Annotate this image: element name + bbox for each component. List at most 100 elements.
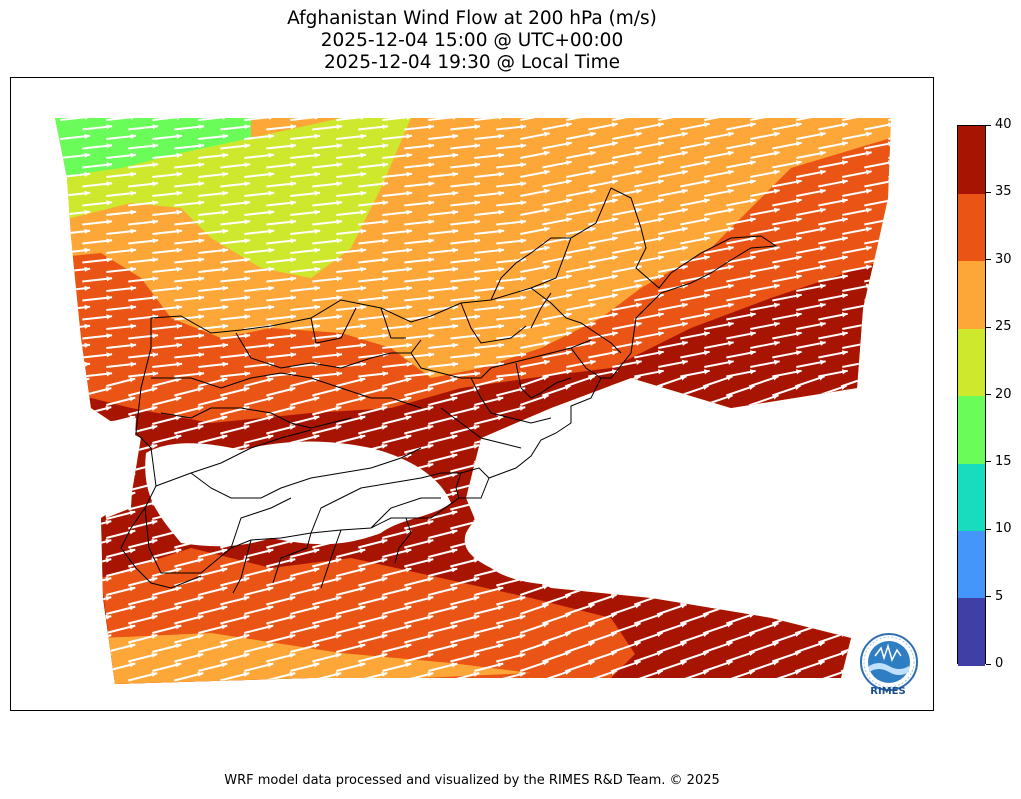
wind-vector-head <box>452 285 459 291</box>
wind-vector-head <box>197 652 204 658</box>
wind-vector <box>795 584 825 596</box>
wind-vector <box>887 489 891 501</box>
wind-vector-head <box>84 342 91 348</box>
wind-vector-head <box>610 594 617 599</box>
wind-vector-head <box>565 274 572 280</box>
wind-vector-head <box>657 179 664 185</box>
wind-vector <box>60 643 90 653</box>
wind-vector-head <box>452 247 459 253</box>
wind-vector-head <box>222 171 229 177</box>
wind-vector-head <box>452 266 459 272</box>
wind-vector <box>863 555 891 568</box>
wind-vector <box>863 536 891 549</box>
wind-vector-head <box>406 133 413 139</box>
wind-vector-head <box>428 181 435 187</box>
wind-vector-head <box>748 556 755 561</box>
wind-vector <box>703 432 733 444</box>
wind-vector-head <box>519 614 526 620</box>
wind-vector-head <box>865 245 872 251</box>
rimes-logo <box>860 633 918 691</box>
wind-vector-head <box>886 442 891 447</box>
wind-vector-head <box>268 190 275 196</box>
wind-vector-head <box>130 133 137 139</box>
wind-vector-head <box>381 538 388 544</box>
wind-vector-head <box>359 624 366 630</box>
wind-vector-head <box>636 113 642 118</box>
wind-vector-head <box>197 557 204 563</box>
wind-vector <box>795 565 825 577</box>
wind-vector-head <box>427 595 434 601</box>
wind-vector-head <box>290 200 297 206</box>
wind-vector-head <box>864 489 871 495</box>
wind-vector-head <box>681 188 688 194</box>
wind-vector <box>611 565 641 577</box>
wind-vector-head <box>656 404 663 409</box>
wind-vector-head <box>405 662 412 668</box>
wind-vector-head <box>105 386 112 392</box>
wind-vector-head <box>794 575 801 580</box>
wind-vector-head <box>681 359 688 365</box>
wind-vector <box>725 441 755 454</box>
wind-vector-head <box>451 567 458 573</box>
wind-vector-head <box>794 632 801 637</box>
wind-vector-head <box>314 304 321 310</box>
wind-vector-head <box>474 276 481 282</box>
wind-vector-head <box>452 118 459 120</box>
wind-vector <box>60 472 90 482</box>
wind-vector-head <box>152 352 159 358</box>
wind-vector-head <box>818 451 825 457</box>
wind-vector-head <box>198 238 205 244</box>
wind-vector-head <box>106 238 113 244</box>
wind-vector-head <box>498 209 505 215</box>
wind-vector-head <box>820 113 826 118</box>
wind-vector-head <box>106 257 113 263</box>
wind-vector-head <box>703 198 710 204</box>
wind-vector-head <box>382 181 389 187</box>
wind-vector <box>60 548 90 558</box>
wind-vector-head <box>197 633 204 639</box>
wind-speed-fill <box>55 118 891 684</box>
wind-vector-head <box>610 480 617 485</box>
wind-vector-head <box>933 404 934 409</box>
wind-vector-head <box>794 385 801 390</box>
wind-vector <box>910 333 934 339</box>
wind-vector-head <box>176 190 183 196</box>
wind-vector-head <box>497 586 504 592</box>
wind-vector-head <box>406 304 413 310</box>
colorbar-tick <box>986 191 991 193</box>
wind-vector <box>864 369 891 378</box>
wind-vector-head <box>267 548 274 554</box>
wind-vector-head <box>197 595 204 601</box>
wind-vector <box>749 565 779 577</box>
wind-vector <box>841 603 871 615</box>
wind-vector-head <box>175 643 182 649</box>
wind-vector-head <box>289 538 296 544</box>
wind-vector-head <box>313 643 320 649</box>
wind-vector-head <box>451 377 458 383</box>
wind-vector-head <box>795 236 802 242</box>
wind-vector-head <box>911 376 917 381</box>
wind-vector <box>910 257 934 263</box>
wind-vector-head <box>314 133 321 139</box>
wind-vector-head <box>656 575 663 580</box>
wind-vector <box>817 460 847 473</box>
wind-vector-head <box>176 285 183 291</box>
wind-vector-head <box>175 662 182 668</box>
wind-vector-head <box>794 423 801 428</box>
wind-vector-head <box>565 198 572 204</box>
wind-vector-head <box>543 340 550 346</box>
wind-vector-head <box>887 217 891 223</box>
wind-vector <box>633 441 663 454</box>
wind-vector-head <box>130 285 137 291</box>
wind-vector-head <box>818 413 825 419</box>
wind-vector-head <box>176 118 183 120</box>
wind-vector-head <box>405 548 412 554</box>
wind-vector-head <box>427 424 434 430</box>
wind-vector <box>749 603 779 615</box>
wind-vector-head <box>726 470 733 476</box>
wind-vector-head <box>406 118 413 120</box>
wind-vector-head <box>244 314 251 320</box>
wind-vector-head <box>105 614 112 620</box>
wind-vector-head <box>289 443 296 449</box>
wind-vector <box>795 470 825 482</box>
